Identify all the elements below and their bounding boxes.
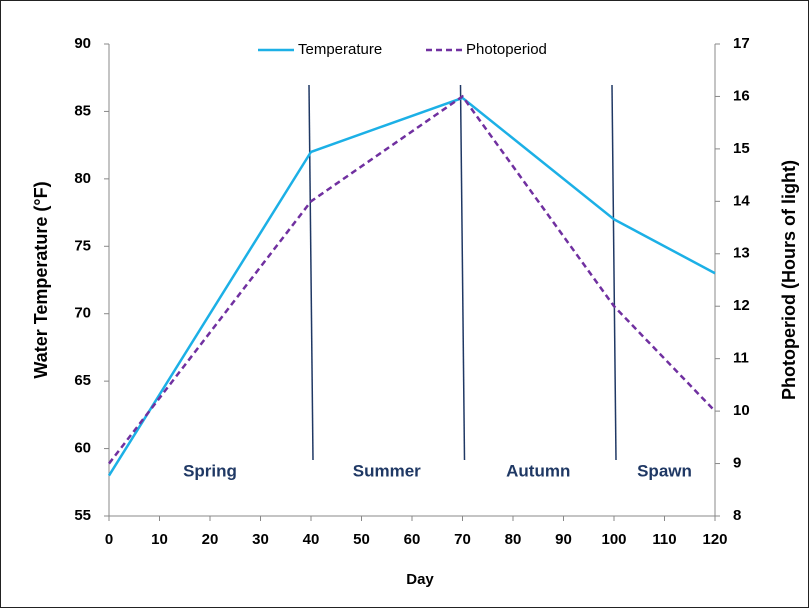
x-tick-label: 0 [105,531,113,548]
y-tick-label: 55 [74,507,91,524]
x-tick-label: 60 [404,531,421,548]
y-tick-label: 80 [74,170,91,187]
y2-tick-label: 11 [733,350,749,367]
legend-label: Photoperiod [466,41,547,58]
y-tick-label: 85 [74,102,91,119]
x-tick-label: 90 [555,531,572,548]
y2-axis-label: Photoperiod (Hours of light) [779,160,799,400]
x-tick-label: 80 [505,531,522,548]
y2-tick-label: 10 [733,402,750,419]
x-tick-label: 10 [151,531,168,548]
y2-tick-label: 17 [733,35,750,52]
x-tick-label: 50 [353,531,370,548]
season-divider [611,84,617,461]
y-tick-label: 65 [74,372,91,389]
legend-label: Temperature [298,41,382,58]
series-line [108,94,716,465]
y-tick-label: 60 [74,440,91,457]
x-tick-label: 40 [303,531,320,548]
season-label: Spawn [637,461,692,480]
season-label: Autumn [506,461,570,480]
x-tick-label: 20 [202,531,219,548]
x-tick-label: 70 [454,531,471,548]
y-axis-label: Water Temperature (°F) [31,181,51,378]
y-tick-label: 75 [74,237,91,254]
y2-tick-label: 8 [733,507,741,524]
x-tick-label: 30 [252,531,269,548]
season-label: Summer [353,461,421,480]
y2-tick-label: 9 [733,455,741,472]
y-tick-label: 90 [74,35,91,52]
x-tick-label: 110 [652,531,676,548]
y2-tick-label: 13 [733,245,750,262]
season-divider [308,84,314,461]
season-divider [459,84,466,461]
season-label: Spring [183,461,237,480]
x-tick-label: 120 [702,531,727,548]
x-axis-label: Day [406,571,434,588]
y2-tick-label: 16 [733,87,750,104]
y2-tick-label: 15 [733,140,750,157]
y2-tick-label: 14 [733,192,750,209]
x-tick-label: 100 [601,531,626,548]
y2-tick-label: 12 [733,297,750,314]
y-tick-label: 70 [74,305,91,322]
